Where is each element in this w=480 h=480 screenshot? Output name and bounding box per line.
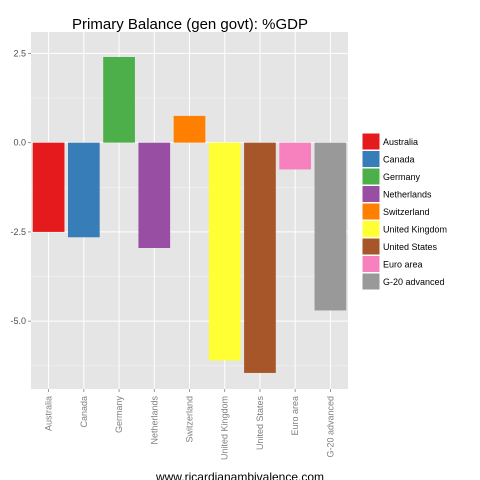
legend: Australia Canada Germany Netherlands Switzer…	[361, 132, 447, 291]
y-tick-label: -5.0	[10, 316, 26, 326]
y-axis-ticks: 2.5 0.0 -2.5 -5.0	[10, 48, 31, 326]
x-tick-label: United Kingdom	[220, 396, 230, 460]
legend-key	[361, 185, 381, 203]
bars	[32, 56, 347, 373]
legend-label: Netherlands	[383, 190, 432, 200]
legend-key	[361, 237, 381, 256]
legend-key	[361, 202, 381, 221]
x-tick-label: Australia	[44, 396, 54, 431]
legend-key	[361, 167, 381, 186]
x-tick-label: United States	[255, 396, 265, 451]
y-tick-label: 2.5	[13, 48, 26, 58]
x-tick-label: Netherlands	[149, 396, 159, 445]
legend-label: Switzerland	[383, 207, 430, 217]
x-tick-label: G-20 advanced	[325, 396, 335, 458]
bar-australia	[32, 142, 65, 232]
legend-label: Euro area	[383, 260, 423, 270]
x-tick-label: Germany	[114, 396, 124, 434]
y-tick-label: 0.0	[13, 138, 26, 148]
legend-key	[361, 132, 381, 151]
legend-key	[361, 220, 381, 238]
bar-united-states	[244, 142, 276, 373]
source-caption: www.ricardianambivalence.com	[155, 470, 324, 480]
bar-canada	[67, 142, 100, 238]
bar-switzerland	[173, 115, 206, 143]
legend-label: Canada	[383, 155, 415, 165]
legend-label: United Kingdom	[383, 225, 447, 235]
legend-label: Australia	[383, 137, 418, 147]
legend-key	[361, 272, 381, 291]
legend-label: Germany	[383, 172, 421, 182]
bar-netherlands	[138, 142, 171, 248]
legend-label: G-20 advanced	[383, 277, 445, 287]
bar-euro-area	[279, 142, 312, 170]
y-tick-label: -2.5	[10, 227, 26, 237]
bar-g-20-advanced	[314, 142, 347, 311]
legend-key	[361, 255, 381, 273]
x-tick-label: Canada	[79, 396, 89, 428]
chart-title: Primary Balance (gen govt): %GDP	[72, 16, 308, 33]
bar-germany	[103, 56, 135, 143]
bar-united-kingdom	[208, 142, 241, 361]
x-axis-ticks: Australia Canada Germany Netherlands Switzer…	[44, 389, 335, 460]
legend-label: United States	[383, 242, 438, 252]
x-tick-label: Switzerland	[185, 396, 195, 443]
legend-key	[361, 150, 381, 168]
x-tick-label: Euro area	[290, 396, 300, 436]
